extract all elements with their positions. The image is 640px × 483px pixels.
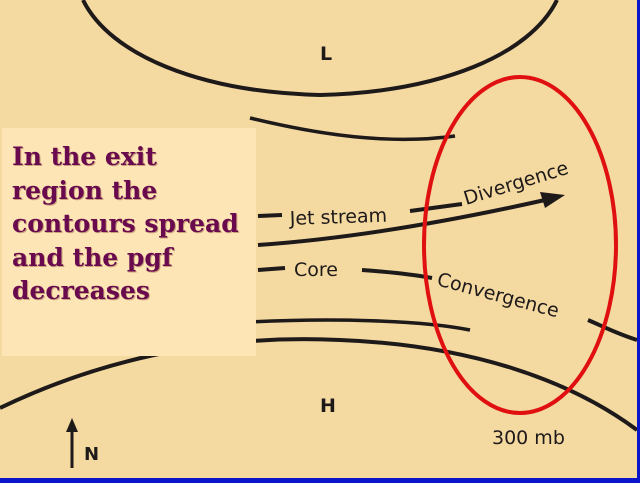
jet-stream-label: Jet stream [288, 205, 387, 230]
jet-stream-line-mid [409, 202, 463, 213]
low-label: L [320, 43, 332, 65]
callout-line-1: In the exit [12, 142, 157, 171]
exit-region-highlight [422, 75, 618, 415]
core-line-end [587, 318, 638, 342]
callout-line-5: decreases [12, 276, 150, 305]
high-contour-inner [249, 318, 471, 332]
north-arrow-head [66, 418, 78, 432]
core-line-start [257, 266, 286, 272]
callout-line-3: contours spread [12, 209, 239, 238]
pressure-level-label: 300 mb [492, 427, 565, 449]
north-label: N [84, 444, 99, 465]
jet-stream-axis [257, 198, 546, 247]
low-contour-outer [81, 0, 559, 98]
high-label: H [320, 395, 336, 417]
jet-stream-line-start [257, 213, 283, 218]
exit-region-callout: In the exit region the contours spread a… [2, 128, 256, 356]
callout-line-2: region the [12, 175, 158, 205]
jet-arrow-head [540, 192, 565, 208]
callout-line-4: and the pgf [12, 242, 173, 272]
core-label: Core [294, 259, 338, 281]
low-contour-inner [249, 116, 456, 142]
high-contour-outer [0, 337, 639, 432]
